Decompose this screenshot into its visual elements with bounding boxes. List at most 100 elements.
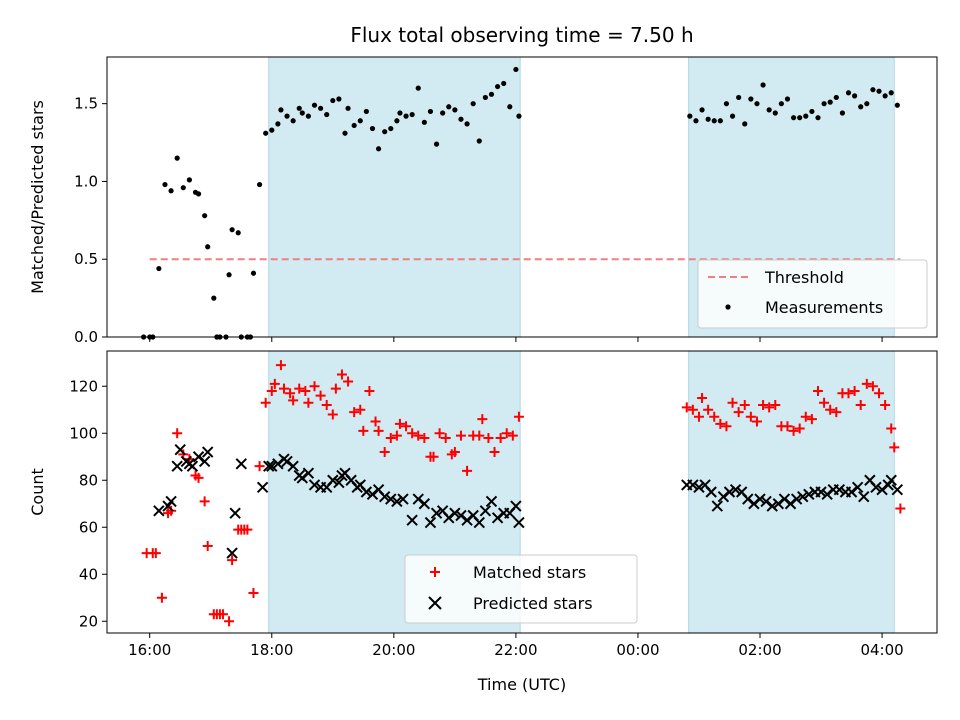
measurement-point <box>458 116 464 122</box>
matched-star-point <box>278 383 289 394</box>
matched-star-point <box>886 423 897 434</box>
predicted-star-point <box>891 483 904 496</box>
x-tick-label: 02:00 <box>738 641 781 659</box>
counts-y-ticks: 20 40 60 80 100 120 <box>69 377 107 630</box>
ratio-y-ticks: 0.0 0.5 1.0 1.5 <box>74 95 107 346</box>
measurement-point <box>345 105 351 111</box>
predicted-star-point <box>201 446 214 458</box>
observing-windows <box>268 57 895 337</box>
matched-star-point <box>285 388 296 399</box>
predicted-star-point <box>174 443 186 456</box>
measurement-point <box>778 101 784 107</box>
measurement-point <box>409 111 415 118</box>
ratio-legend: Threshold Measurements <box>697 259 928 329</box>
legend-matched-swatch <box>430 567 440 577</box>
measurement-point <box>446 104 452 110</box>
predicted-star-point <box>851 481 864 494</box>
predicted-star-point <box>729 483 742 496</box>
matched-star-point <box>440 432 451 443</box>
ratio-panel: 0.0 0.5 1.0 1.5 Matched/Predicted stars Thr… <box>28 56 938 346</box>
ratio-y-axis-label: Matched/Predicted stars <box>28 100 47 294</box>
matched-star-point <box>889 442 900 453</box>
matched-star-point <box>413 430 424 441</box>
predicted-star-point <box>235 458 247 470</box>
measurement-point <box>275 121 281 127</box>
matched-star-point <box>385 432 396 443</box>
counts-x-ticks: 16:00 18:00 20:00 22:00 00:00 02:00 04:00 <box>128 633 904 659</box>
predicted-star-point <box>473 516 485 529</box>
matched-star-point <box>895 503 906 514</box>
x-tick-label: 00:00 <box>616 641 659 659</box>
matched-star-point <box>758 400 769 411</box>
measurement-point <box>318 105 324 111</box>
matched-star-point <box>419 432 430 443</box>
matched-star-point <box>370 416 381 427</box>
matched-star-point <box>806 414 817 425</box>
matched-star-point <box>343 376 354 387</box>
measurement-point <box>229 227 235 233</box>
chart-title: Flux total observing time = 7.50 h <box>350 23 693 47</box>
matched-star-point <box>407 428 418 439</box>
measurement-point <box>397 110 403 116</box>
matched-star-point <box>330 383 341 394</box>
predicted-star-point <box>815 486 827 498</box>
measurement-point <box>311 102 318 108</box>
legend-threshold-label: Threshold <box>764 268 844 287</box>
measurement-point <box>797 115 803 121</box>
ratio-axes-frame <box>106 56 938 338</box>
matched-star-point <box>794 423 805 434</box>
y-tick-label: 120 <box>69 377 98 395</box>
matched-star-point <box>199 496 210 507</box>
predicted-star-point <box>723 486 736 498</box>
measurement-point <box>501 80 507 87</box>
measurement-point <box>693 118 699 124</box>
measurement-point <box>729 113 736 119</box>
matched-star-point <box>745 411 756 422</box>
measurement-point <box>809 108 815 115</box>
predicted-star-point <box>418 498 431 510</box>
measurement-point <box>815 115 821 121</box>
measurement-point <box>766 107 772 113</box>
matched-star-point <box>254 461 265 472</box>
measurement-point <box>711 118 717 124</box>
measurement-point <box>742 121 748 127</box>
predicted-star-point <box>711 500 724 512</box>
measurement-point <box>168 188 174 194</box>
measurement-point <box>180 185 186 191</box>
measurement-point <box>754 101 760 107</box>
y-tick-label: 1.0 <box>74 172 98 190</box>
measurement-point <box>427 108 434 115</box>
matched-star-point <box>288 395 299 406</box>
predicted-star-point <box>833 483 846 496</box>
matched-star-point <box>751 416 762 427</box>
predicted-star-point <box>327 474 339 486</box>
measurement-point <box>263 130 269 136</box>
y-tick-label: 20 <box>79 612 98 630</box>
matched-star-point <box>156 592 167 603</box>
matched-star-point <box>462 465 473 476</box>
measurement-point <box>476 138 482 144</box>
measurement-point <box>278 107 284 113</box>
measurement-point <box>342 130 348 136</box>
predicted-star-point <box>226 547 238 559</box>
measurement-point <box>803 113 809 119</box>
matched-star-point <box>703 404 714 415</box>
predicted-star-point <box>687 479 699 491</box>
x-tick-label: 22:00 <box>494 641 537 659</box>
y-tick-label: 0.5 <box>74 250 98 268</box>
predicted-star-point <box>171 460 183 472</box>
measurement-point <box>195 191 202 197</box>
y-tick-label: 0.0 <box>74 328 98 346</box>
measurement-point <box>382 129 388 135</box>
matched-star-point <box>358 425 369 436</box>
matched-star-point <box>474 430 485 441</box>
legend-frame <box>697 259 928 329</box>
matched-star-point <box>693 411 704 422</box>
measurement-point <box>870 87 876 93</box>
predicted-star-point <box>198 455 211 468</box>
matched-star-point <box>355 404 366 415</box>
matched-star-point <box>764 402 775 413</box>
matched-star-point <box>449 447 460 458</box>
measurement-point <box>284 113 290 119</box>
measurement-point <box>421 119 427 125</box>
